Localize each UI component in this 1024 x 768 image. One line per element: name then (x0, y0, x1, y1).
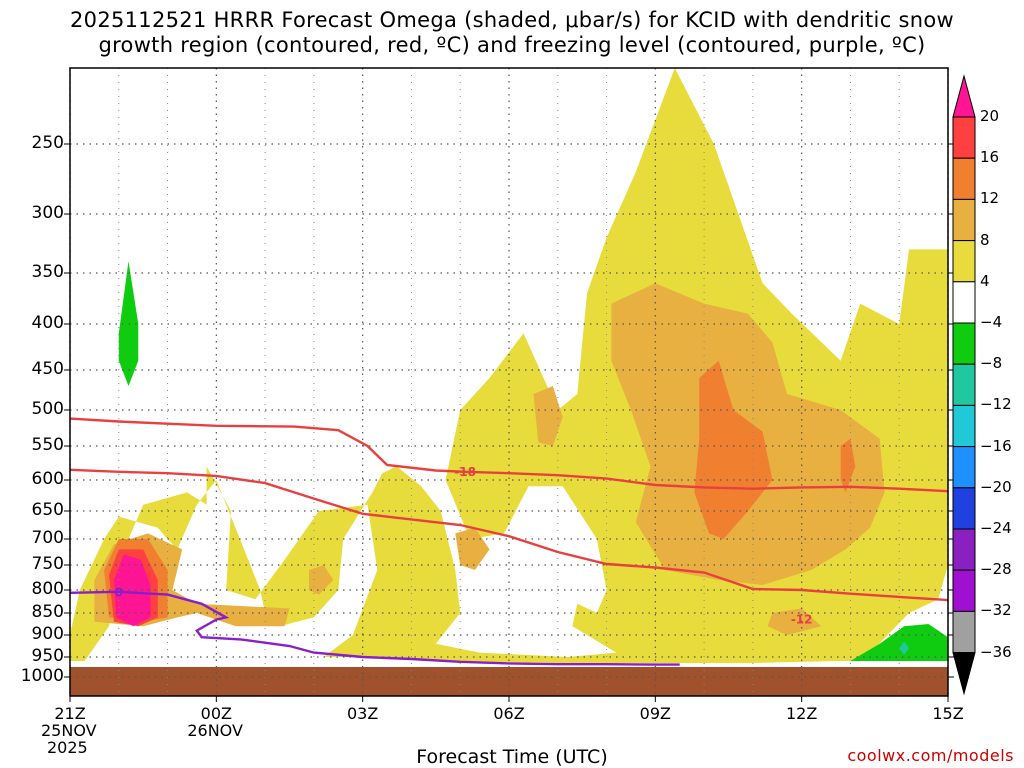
contour-label-1: -18 (454, 465, 476, 479)
x-tick-label: 03Z (346, 704, 379, 723)
contour-label-4: 0 (115, 585, 123, 599)
contour-label-3: -12 (791, 613, 813, 627)
y-tick-label: 850 (31, 602, 64, 622)
colorbar-cell (952, 157, 976, 200)
plot-area: -18 -12 0 (64, 67, 954, 702)
x-axis-label: Forecast Time (UTC) (416, 746, 608, 768)
y-tick-label: 350 (31, 262, 64, 282)
y-tick-label: 700 (31, 528, 64, 548)
y-tick-label: 1000 (20, 666, 64, 686)
omega-region-8 (455, 527, 490, 570)
x-tick-label: 00Z (200, 704, 232, 723)
x-tick-label: 09Z (639, 704, 671, 723)
colorbar-label: −28 (980, 560, 1012, 579)
colorbar-label: −20 (980, 477, 1012, 496)
colorbar-label: −32 (980, 601, 1012, 620)
colorbar-top-arrow (952, 74, 976, 118)
omega-region-10 (767, 608, 822, 635)
colorbar-cell (952, 404, 976, 448)
colorbar-label: −16 (980, 436, 1012, 455)
colorbar-cell (952, 322, 976, 365)
colorbar-cell (952, 281, 976, 324)
y-tick-label: 800 (31, 579, 64, 599)
x-date-label: 25NOV (41, 721, 97, 740)
colorbar-cell (952, 610, 976, 654)
y-tick-label: 600 (31, 469, 64, 489)
y-tick-label: 650 (31, 500, 64, 520)
colorbar-label: 4 (980, 271, 990, 290)
colorbar-label: −4 (980, 313, 1003, 331)
colorbar-cell (952, 116, 976, 159)
terrain-band (70, 667, 948, 696)
x-tick-label: 21Z (54, 704, 86, 723)
contour-0 (69, 417, 949, 493)
x-date-label: 26NOV (187, 721, 243, 740)
colorbar-cell (952, 363, 976, 406)
credit-link[interactable]: coolwx.com/models (847, 746, 1014, 765)
y-tick-label: 950 (31, 646, 64, 666)
colorbar-cell (952, 487, 976, 530)
colorbar-label: −12 (980, 395, 1012, 414)
colorbar-cell (952, 446, 976, 489)
y-tick-label: 550 (31, 435, 64, 455)
y-tick-label: 400 (31, 313, 64, 333)
omega-region-11 (694, 360, 773, 539)
colorbar-cell (952, 240, 976, 283)
colorbar-label: −36 (980, 642, 1012, 661)
x-year-label: 2025 (47, 738, 88, 757)
colorbar-label: 8 (980, 230, 990, 249)
x-tick-label: 06Z (493, 704, 525, 723)
y-tick-label: 500 (31, 399, 64, 419)
chart-title-line-1: 2025112521 HRRR Forecast Omega (shaded, … (70, 8, 954, 32)
omega-region-18 (899, 641, 909, 655)
y-tick-label: 300 (31, 203, 64, 223)
x-tick-label: 15Z (932, 704, 964, 723)
omega-region-7 (533, 386, 563, 446)
y-tick-label: 250 (31, 133, 64, 153)
omega-region-12 (840, 438, 856, 493)
colorbar (952, 74, 976, 696)
colorbar-label: 20 (980, 107, 1000, 125)
colorbar-cell (952, 569, 976, 612)
colorbar-cell (952, 528, 976, 571)
omega-region-9 (309, 565, 334, 595)
y-tick-label: 450 (31, 359, 64, 379)
colorbar-label: −8 (980, 354, 1003, 373)
omega-region-15 (113, 554, 151, 627)
colorbar-cell (952, 198, 976, 242)
colorbar-label: −24 (980, 519, 1012, 537)
contour-2 (69, 468, 949, 602)
colorbar-label: 16 (980, 148, 1000, 167)
colorbar-bottom-arrow (952, 652, 976, 696)
chart-title-line-2: growth region (contoured, red, ºC) and f… (98, 33, 926, 57)
colorbar-label: 12 (980, 189, 1000, 208)
x-tick-label: 12Z (785, 704, 818, 723)
contour-4 (69, 590, 680, 666)
y-tick-label: 900 (31, 624, 64, 644)
y-tick-label: 750 (31, 554, 64, 574)
